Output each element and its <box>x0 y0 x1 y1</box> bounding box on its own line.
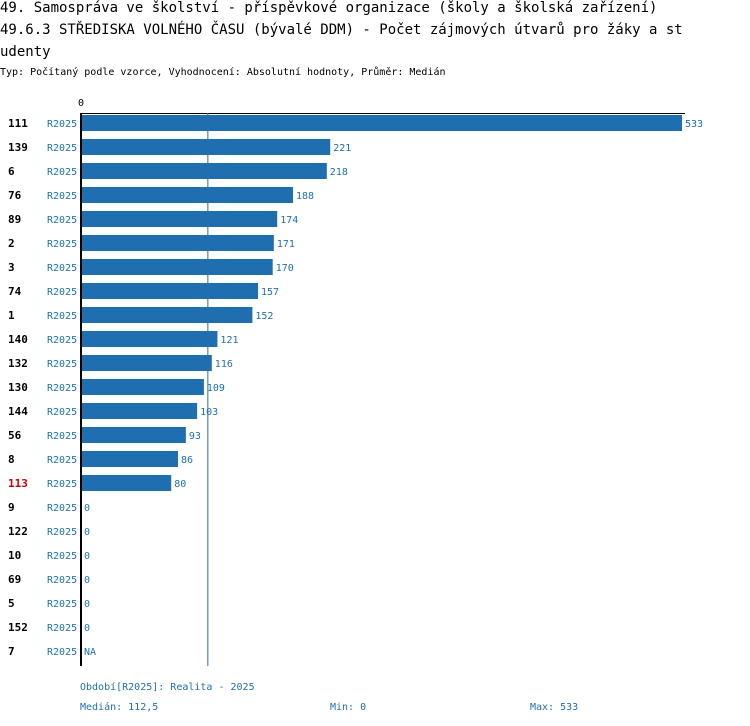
data-value-label: 157 <box>261 287 279 298</box>
row-period-label: R2025 <box>47 455 77 466</box>
row-period-label: R2025 <box>47 263 77 274</box>
row-period-label: R2025 <box>47 311 77 322</box>
data-value-label: 533 <box>685 119 703 130</box>
row-id-label: 76 <box>8 189 22 202</box>
footer-period: Období[R2025]: Realita - 2025 <box>80 682 255 693</box>
row-period-label: R2025 <box>47 503 77 514</box>
data-value-label: 218 <box>330 167 348 178</box>
data-bar <box>81 187 293 203</box>
chart-title-line-3: udenty <box>0 44 51 60</box>
data-value-label: 116 <box>215 359 233 370</box>
data-value-label: 0 <box>84 551 90 562</box>
data-bar <box>81 475 172 491</box>
row-period-label: R2025 <box>47 167 77 178</box>
data-value-label: 93 <box>189 431 201 442</box>
row-id-label: 10 <box>8 549 21 562</box>
data-value-label: 109 <box>207 383 225 394</box>
row-id-label: 111 <box>8 117 28 130</box>
data-bar <box>81 235 274 251</box>
data-bar <box>81 451 178 467</box>
data-value-label: 170 <box>276 263 294 274</box>
row-period-label: R2025 <box>47 119 77 130</box>
footer-median: Medián: 112,5 <box>80 702 159 713</box>
row-id-label: 56 <box>8 429 22 442</box>
row-period-label: R2025 <box>47 215 77 226</box>
row-id-label: 130 <box>8 381 28 394</box>
row-id-label: 140 <box>8 333 28 346</box>
data-bar <box>81 427 186 443</box>
row-id-label: 6 <box>8 165 15 178</box>
data-value-label: 188 <box>296 191 314 202</box>
row-period-label: R2025 <box>47 431 77 442</box>
row-period-label: R2025 <box>47 287 77 298</box>
row-id-label: 144 <box>8 405 28 418</box>
row-id-label: 122 <box>8 525 28 538</box>
data-value-label: 0 <box>84 599 90 610</box>
row-id-label: 8 <box>8 453 15 466</box>
chart-subtitle: Typ: Počítaný podle vzorce, Vyhodnocení:… <box>0 67 446 78</box>
data-value-label: 0 <box>84 575 90 586</box>
row-id-label: 152 <box>8 621 28 634</box>
data-bar <box>81 139 331 155</box>
data-bar <box>81 259 273 275</box>
row-period-label: R2025 <box>47 599 77 610</box>
data-value-label: 86 <box>181 455 193 466</box>
row-id-label: 5 <box>8 597 15 610</box>
axis-zero-label: 0 <box>78 98 84 109</box>
row-period-label: R2025 <box>47 575 77 586</box>
row-id-label: 2 <box>8 237 15 250</box>
data-bar <box>81 163 327 179</box>
data-bar <box>81 355 212 371</box>
row-period-label: R2025 <box>47 335 77 346</box>
row-period-label: R2025 <box>47 239 77 250</box>
row-period-label: R2025 <box>47 527 77 538</box>
data-value-label: NA <box>84 647 96 658</box>
row-period-label: R2025 <box>47 407 77 418</box>
row-period-label: R2025 <box>47 383 77 394</box>
data-value-label: 80 <box>174 479 186 490</box>
data-value-label: 171 <box>277 239 295 250</box>
row-period-label: R2025 <box>47 623 77 634</box>
chart-title-line-1: 49. Samospráva ve školství - příspěvkové… <box>0 0 658 16</box>
data-value-label: 174 <box>280 215 298 226</box>
data-value-label: 103 <box>200 407 218 418</box>
row-period-label: R2025 <box>47 191 77 202</box>
data-bar <box>81 331 218 347</box>
data-value-label: 152 <box>255 311 273 322</box>
footer-min: Min: 0 <box>330 702 367 713</box>
data-bar <box>81 307 253 323</box>
row-id-label: 89 <box>8 213 21 226</box>
footer-max: Max: 533 <box>530 702 579 713</box>
row-id-label: 7 <box>8 645 15 658</box>
row-period-label: R2025 <box>47 359 77 370</box>
row-period-label: R2025 <box>47 143 77 154</box>
row-id-label: 9 <box>8 501 15 514</box>
data-value-label: 221 <box>333 143 351 154</box>
data-value-label: 0 <box>84 623 90 634</box>
row-id-label: 3 <box>8 261 15 274</box>
row-id-label: 113 <box>8 477 28 490</box>
row-period-label: R2025 <box>47 479 77 490</box>
data-value-label: 0 <box>84 503 90 514</box>
row-period-label: R2025 <box>47 551 77 562</box>
chart-title-line-2: 49.6.3 STŘEDISKA VOLNÉHO ČASU (bývalé DD… <box>0 22 683 38</box>
row-id-label: 132 <box>8 357 28 370</box>
row-id-label: 74 <box>8 285 22 298</box>
row-period-label: R2025 <box>47 647 77 658</box>
data-bar <box>81 403 198 419</box>
data-bar <box>81 283 259 299</box>
data-value-label: 121 <box>220 335 238 346</box>
row-id-label: 139 <box>8 141 28 154</box>
data-bar <box>81 379 204 395</box>
data-bar <box>81 115 682 131</box>
data-bar <box>81 211 278 227</box>
row-id-label: 69 <box>8 573 21 586</box>
data-value-label: 0 <box>84 527 90 538</box>
row-id-label: 1 <box>8 309 15 322</box>
